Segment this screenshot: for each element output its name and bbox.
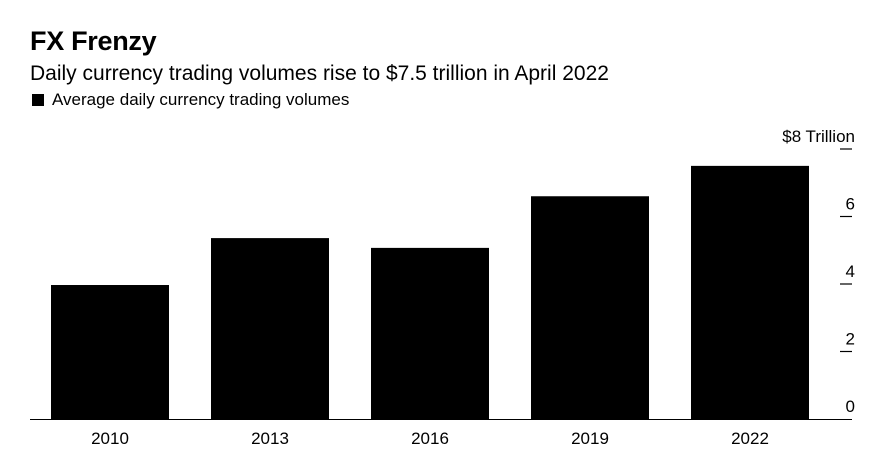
bar-2016	[371, 247, 489, 419]
x-tick-label-2019: 2019	[571, 429, 609, 448]
legend-label: Average daily currency trading volumes	[52, 90, 350, 109]
bar-2019	[531, 196, 649, 419]
bar-2022	[691, 165, 809, 419]
legend: Average daily currency trading volumes	[32, 90, 349, 110]
chart-title: FX Frenzy	[30, 26, 157, 56]
y-tick-label-0: 0	[846, 397, 855, 416]
y-tick-label-2: 2	[846, 330, 855, 349]
legend-swatch	[32, 94, 44, 106]
x-tick-label-2010: 2010	[91, 429, 129, 448]
x-tick-label-2022: 2022	[731, 429, 769, 448]
bar-2013	[211, 238, 329, 419]
y-tick-label-8: $8 Trillion	[782, 127, 855, 146]
x-tick-label-2016: 2016	[411, 429, 449, 448]
x-tick-label-2013: 2013	[251, 429, 289, 448]
y-tick-label-4: 4	[846, 262, 855, 281]
bar-2010	[51, 285, 169, 419]
y-tick-label-6: 6	[846, 195, 855, 214]
chart-subtitle: Daily currency trading volumes rise to $…	[30, 62, 609, 85]
